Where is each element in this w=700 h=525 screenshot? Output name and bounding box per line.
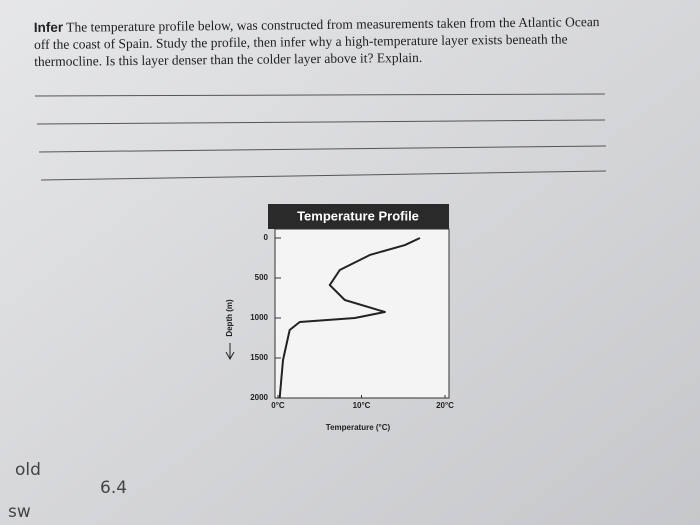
y-axis-label: Depth (m) [225, 299, 234, 337]
handwriting: old [15, 460, 41, 480]
profile-line [278, 237, 421, 399]
question: Infer The temperature profile below, was… [34, 13, 610, 70]
y-tick-label: 500 [255, 273, 269, 282]
question-text: The temperature profile below, was const… [33, 14, 600, 70]
y-tick-label: 1500 [250, 353, 268, 362]
handwriting: sw [8, 502, 31, 522]
x-tick-label: 20°C [436, 401, 454, 410]
y-tick-label: 1000 [250, 313, 268, 322]
question-label: Infer [33, 19, 64, 36]
y-tick-label: 0 [264, 233, 269, 242]
x-tick-label: 10°C [353, 401, 371, 410]
depth-arrow-head [225, 351, 235, 361]
plot-area [274, 228, 450, 399]
x-tick-label: 0°C [271, 401, 285, 410]
handwriting: 6.4 [100, 478, 127, 498]
y-tick-label: 2000 [250, 393, 268, 402]
answer-lines [34, 93, 607, 181]
chart-title: Temperature Profile [297, 208, 419, 223]
title-bar [268, 204, 449, 229]
x-axis-label: Temperature (°C) [326, 423, 391, 432]
